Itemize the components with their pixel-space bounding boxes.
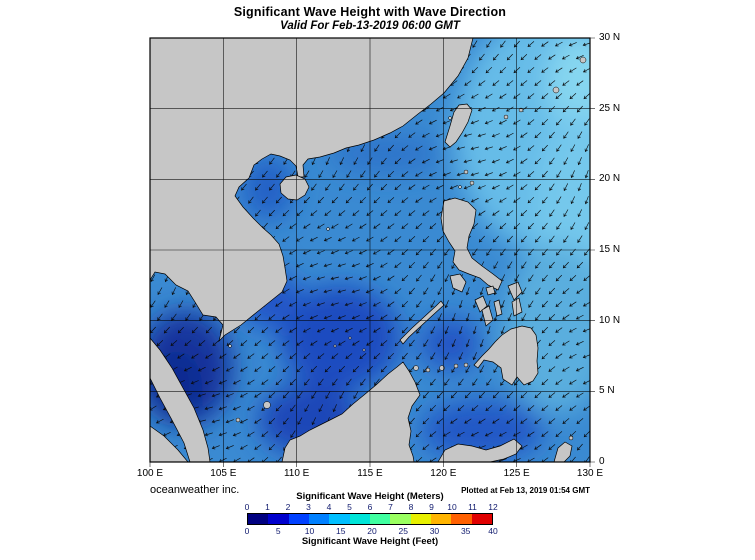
- colorbar-segment: [369, 514, 391, 524]
- lat-label: 0: [599, 456, 605, 467]
- lon-label: 125 E: [503, 468, 530, 479]
- legend-feet-label: Significant Wave Height (Feet): [301, 536, 439, 547]
- land-samar: [507, 281, 523, 301]
- lon-label: 105 E: [210, 468, 237, 479]
- land-mindoro: [449, 273, 467, 293]
- land-masbate: [485, 285, 496, 296]
- land-cebu: [493, 299, 503, 317]
- plotted-timestamp: Plotted at Feb 13, 2019 01:54 GMT: [461, 486, 590, 495]
- lon-label: 115 E: [357, 468, 383, 479]
- meters-tick: 8: [408, 502, 414, 512]
- wave-height-blob: [242, 156, 294, 220]
- wave-height-blob: [420, 318, 480, 370]
- lon-label: 130 E: [576, 468, 604, 479]
- wave-height-blob: [546, 38, 590, 133]
- colorbar-segment: [329, 514, 350, 524]
- land-malay-peninsula: [149, 337, 211, 463]
- meters-tick: 6: [367, 502, 373, 512]
- feet-tick: 25: [398, 526, 408, 536]
- meters-tick: 0: [244, 502, 250, 512]
- colorbar-segment: [349, 514, 370, 524]
- lat-label: 10 N: [599, 314, 621, 326]
- lon-label: 100 E: [136, 468, 164, 479]
- small-islands: [228, 56, 587, 441]
- colorbar-segment: [410, 514, 431, 524]
- land-mindanao: [473, 325, 539, 386]
- meters-tick: 4: [326, 502, 332, 512]
- meters-tick: 9: [429, 502, 434, 512]
- land-luzon: [440, 197, 503, 291]
- wave-map-canvas: [149, 37, 595, 467]
- colorbar-segment: [390, 514, 411, 524]
- wave-map: [149, 37, 595, 467]
- lat-label: 20 N: [599, 173, 621, 185]
- legend-scale: 0 1 2 3 4 5 6 7 8 9 10 11 12 0 5 10 15 20 25 30 35 40: [244, 502, 498, 536]
- feet-tick: 20: [367, 526, 377, 536]
- feet-tick: 40: [488, 526, 498, 536]
- feet-tick: 5: [275, 526, 281, 536]
- feet-tick: 30: [429, 526, 440, 536]
- legend-meters-label: Significant Wave Height (Meters): [296, 491, 444, 502]
- lat-label: 25 N: [599, 102, 621, 114]
- colorbar-segment: [430, 514, 452, 524]
- meters-tick: 3: [306, 502, 311, 512]
- meters-tick: 11: [468, 502, 477, 512]
- attribution-text: oceanweather inc.: [150, 484, 240, 496]
- wave-height-colorbar: [247, 513, 493, 525]
- lat-label: 5 N: [599, 385, 615, 397]
- land-taiwan: [444, 103, 473, 148]
- lon-label: 120 E: [430, 468, 457, 479]
- meters-tick: 7: [388, 502, 393, 512]
- land-layer: [149, 37, 587, 463]
- lat-label: 30 N: [599, 32, 621, 43]
- colorbar-segment: [308, 514, 330, 524]
- feet-tick-row: 0 5 10 15 20 25 30 35 40: [244, 526, 498, 536]
- colorbar-segment: [248, 514, 269, 524]
- meters-tick: 1: [265, 502, 270, 512]
- land-panay: [474, 295, 488, 313]
- meters-tick: 10: [447, 502, 457, 512]
- lat-label: 15 N: [599, 244, 621, 255]
- land-sulawesi: [437, 438, 523, 463]
- lon-label: 110 E: [283, 468, 310, 479]
- meters-tick-row: 0 1 2 3 4 5 6 7 8 9 10 11 12: [244, 502, 498, 512]
- meters-tick: 12: [488, 502, 498, 512]
- colorbar-segment: [471, 514, 492, 524]
- map-border: [149, 37, 591, 463]
- land-mainland-asia: [149, 37, 474, 343]
- meters-tick: 5: [347, 502, 352, 512]
- land-borneo: [281, 361, 421, 463]
- colorbar-segment: [268, 514, 289, 524]
- chart-title: Significant Wave Height with Wave Direct…: [233, 5, 507, 19]
- colorbar-segment: [288, 514, 309, 524]
- feet-tick: 0: [244, 526, 250, 536]
- land-hainan: [279, 174, 310, 201]
- meters-tick: 2: [285, 502, 291, 512]
- feet-tick: 35: [460, 526, 471, 536]
- feet-tick: 15: [335, 526, 346, 536]
- feet-tick: 10: [304, 526, 315, 536]
- colorbar-segment: [451, 514, 472, 524]
- chart-subtitle: Valid For Feb-13-2019 06:00 GMT: [280, 20, 460, 32]
